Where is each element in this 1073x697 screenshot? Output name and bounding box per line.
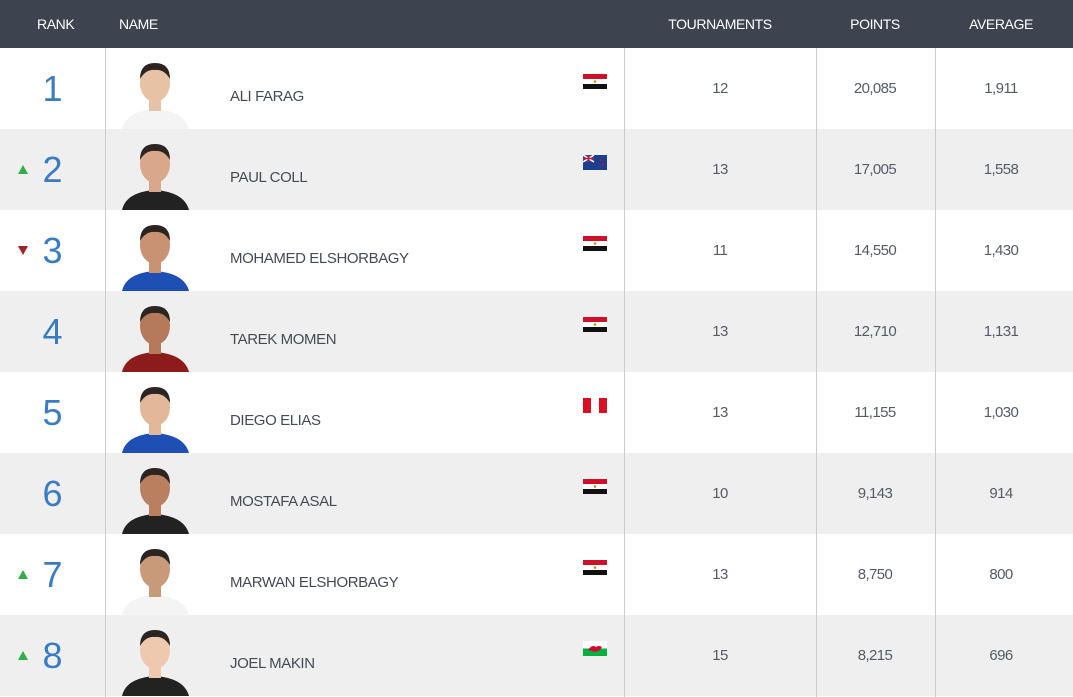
tournaments-count: 13 [712,404,728,421]
country-flag [583,560,607,575]
player-photo-art [122,630,189,696]
player-name[interactable]: PAUL COLL [230,169,308,186]
rank-number: 3 [42,230,62,271]
points-value: 14,550 [853,242,897,259]
tournaments-count: 12 [712,80,728,97]
column-divider [624,48,625,697]
average-value: 1,030 [983,404,1019,421]
rank-number: 2 [42,149,62,190]
average-value: 1,558 [983,161,1019,178]
flag-art [583,560,607,575]
player-name[interactable]: MOSTAFA ASAL [230,493,337,510]
rank-movement-arrow [18,246,28,255]
header-name[interactable]: NAME [119,16,158,32]
flag-art [582,154,607,170]
player-photo [120,55,191,129]
column-divider [935,48,936,697]
rank-number: 6 [42,473,62,514]
player-name[interactable]: MOHAMED ELSHORBAGY [230,250,409,267]
rank-number: 1 [42,68,62,109]
tournaments-count: 13 [712,566,728,583]
player-photo [120,136,191,210]
flag-art [583,641,607,656]
player-name[interactable]: JOEL MAKIN [230,655,315,672]
rank-number: 8 [42,635,62,676]
table-header: RANK NAME TOURNAMENTS POINTS AVERAGE [0,0,1073,48]
player-photo-art [122,468,189,534]
rank-number: 7 [42,554,62,595]
flag-art [583,74,607,89]
player-name[interactable]: TAREK MOMEN [230,331,337,348]
column-divider [105,48,106,697]
country-flag [583,236,607,251]
tournaments-count: 13 [712,323,728,340]
table-row[interactable]: 1 ALI FARAG 12 20,085 1,911 [0,48,1073,129]
points-value: 8,215 [857,647,893,664]
average-value: 1,131 [983,323,1019,340]
table-row[interactable]: 5 DIEGO ELIAS 13 11,155 1,030 [0,372,1073,453]
country-flag [582,154,607,170]
header-rank[interactable]: RANK [37,16,75,32]
flag-art [583,479,607,494]
points-value: 11,155 [854,404,896,421]
player-photo-art [122,225,189,291]
player-photo-art [122,144,189,210]
flag-art [583,398,607,413]
table-row[interactable]: 6 MOSTAFA ASAL 10 9,143 914 [0,453,1073,534]
rank-number: 4 [42,311,62,352]
tournaments-count: 15 [712,647,728,664]
table-row[interactable]: 3 MOHAMED ELSHORBAGY 11 14,550 1,430 [0,210,1073,291]
player-photo-art [122,306,189,372]
header-points[interactable]: POINTS [850,16,900,32]
average-value: 1,911 [984,80,1018,97]
column-divider [816,48,817,697]
player-name[interactable]: DIEGO ELIAS [230,412,321,429]
average-value: 696 [989,647,1013,664]
tournaments-count: 11 [712,242,728,259]
country-flag [583,74,607,89]
table-row[interactable]: 2 PAUL COLL 13 17,005 1,558 [0,129,1073,210]
table-row[interactable]: 7 MARWAN ELSHORBAGY 13 8,750 800 [0,534,1073,615]
country-flag [583,641,607,656]
player-photo [120,622,191,696]
country-flag [583,479,607,494]
rank-movement-arrow [18,570,28,579]
average-value: 800 [989,566,1013,583]
player-photo [120,298,191,372]
tournaments-count: 10 [712,485,728,502]
header-average[interactable]: AVERAGE [969,16,1033,32]
player-photo [120,460,191,534]
table-row[interactable]: 8 JOEL MAKIN 15 8,215 696 [0,615,1073,696]
points-value: 17,005 [853,161,897,178]
player-name[interactable]: ALI FARAG [230,88,304,105]
average-value: 914 [989,485,1013,502]
player-photo [120,217,191,291]
player-photo-art [122,387,189,453]
rank-movement-arrow [18,651,28,660]
table-row[interactable]: 4 TAREK MOMEN 13 12,710 1,131 [0,291,1073,372]
player-photo [120,379,191,453]
rank-movement-arrow [18,165,28,174]
player-photo [120,541,191,615]
points-value: 12,710 [853,323,897,340]
points-value: 8,750 [857,566,893,583]
country-flag [583,398,607,413]
points-value: 20,085 [853,80,897,97]
tournaments-count: 13 [712,161,728,178]
flag-art [583,236,607,251]
player-photo-art [122,63,189,129]
player-photo-art [122,549,189,615]
header-tournaments[interactable]: TOURNAMENTS [668,16,772,32]
points-value: 9,143 [857,485,893,502]
average-value: 1,430 [983,242,1019,259]
rank-number: 5 [42,392,62,433]
player-name[interactable]: MARWAN ELSHORBAGY [230,574,399,591]
country-flag [583,317,607,332]
flag-art [583,317,607,332]
